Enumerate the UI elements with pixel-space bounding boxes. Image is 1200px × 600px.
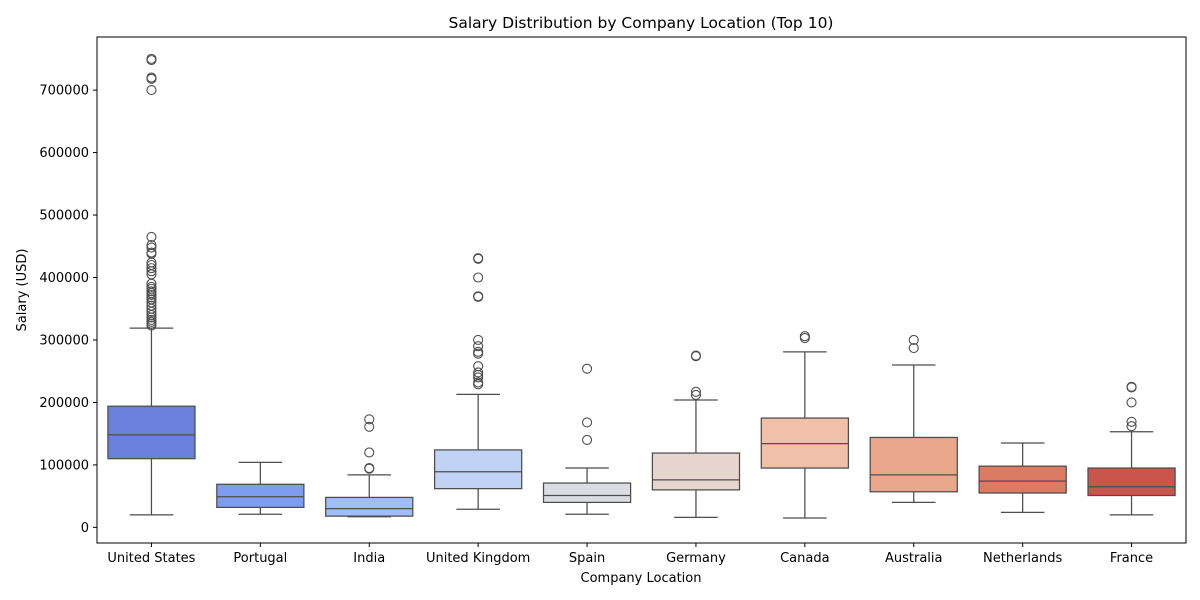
box-group [760, 331, 850, 519]
outlier-point [146, 85, 157, 96]
x-axis-title: Company Location [581, 571, 702, 586]
y-tick-label: 600000 [39, 146, 89, 161]
y-tick-label: 400000 [39, 271, 89, 286]
y-tick-label: 100000 [39, 458, 89, 473]
box-iqr [1087, 467, 1176, 497]
outlier-point [690, 351, 702, 362]
y-tick-label: 500000 [39, 209, 89, 224]
outlier-point [908, 334, 919, 346]
box-group [869, 334, 958, 504]
outlier-point [690, 389, 702, 400]
axes-frame [96, 36, 1187, 544]
x-tick-label: Australia [885, 551, 943, 566]
x-tick-label: India [353, 551, 385, 566]
outlier-point [146, 231, 157, 242]
outlier-point [473, 291, 484, 302]
outlier-point [473, 348, 484, 359]
box-group [651, 350, 741, 519]
x-tick-label: France [1110, 551, 1153, 566]
box-group [216, 461, 305, 515]
box-group [107, 53, 196, 516]
outlier-point [146, 312, 157, 323]
outlier-point [1126, 416, 1137, 427]
x-tick-label: United States [107, 551, 195, 566]
chart-title: Salary Distribution by Company Location … [449, 14, 834, 32]
outlier-point [473, 379, 484, 390]
x-tick-label: Germany [666, 551, 726, 566]
outlier-point [1126, 397, 1137, 408]
outlier-point [473, 334, 484, 346]
outlier-point [1126, 382, 1137, 393]
box-iqr [216, 483, 305, 509]
y-tick-label: 300000 [39, 333, 89, 348]
x-tick-label: Canada [780, 551, 829, 566]
x-tick-label: United Kingdom [426, 551, 530, 566]
box-group [978, 442, 1067, 514]
outlier-point [146, 289, 157, 301]
outlier-point [146, 266, 157, 277]
x-tick-label: Portugal [233, 551, 287, 566]
y-axis-title: Salary (USD) [15, 249, 30, 332]
outlier-point [581, 417, 593, 428]
box-group [542, 363, 632, 515]
outlier-point [1126, 421, 1137, 432]
outlier-point [146, 55, 157, 66]
outlier-point [473, 272, 484, 283]
box-iqr [651, 452, 741, 491]
box-iqr [325, 496, 414, 517]
x-tick-label: Netherlands [983, 551, 1062, 566]
outlier-point [473, 341, 484, 352]
outlier-point [364, 414, 375, 425]
outlier-point [146, 242, 157, 253]
outlier-point [690, 386, 702, 397]
x-tick-label: Spain [569, 551, 605, 566]
outlier-point [473, 367, 484, 378]
outlier-point [146, 263, 157, 274]
y-tick-label: 200000 [39, 396, 89, 411]
box-group [433, 253, 523, 510]
plot-area [107, 53, 1176, 519]
outlier-point [473, 253, 484, 264]
outlier-point [364, 463, 375, 474]
x-axis-ticks: United States Portugal India United Kingdom… [107, 543, 1153, 566]
outlier-point [146, 73, 157, 84]
box-iqr [978, 465, 1067, 494]
box-iqr [107, 405, 196, 460]
outlier-point [146, 306, 157, 317]
outlier-point [364, 447, 375, 458]
outlier-point [908, 343, 919, 354]
y-tick-label: 700000 [39, 84, 89, 99]
y-tick-label: 0 [81, 521, 89, 536]
outlier-point [581, 363, 593, 374]
y-axis-ticks: 0 100000 200000 300000 400000 500000 600000 700… [39, 84, 97, 536]
box-group [1087, 381, 1176, 516]
box-group [325, 414, 414, 518]
box-iqr [433, 449, 523, 490]
box-iqr [542, 482, 632, 504]
outlier-point [364, 421, 375, 432]
outlier-point [581, 434, 593, 445]
outlier-point [799, 333, 810, 344]
box-iqr [869, 436, 958, 493]
outlier-point [146, 320, 157, 331]
outlier-point [473, 372, 484, 383]
